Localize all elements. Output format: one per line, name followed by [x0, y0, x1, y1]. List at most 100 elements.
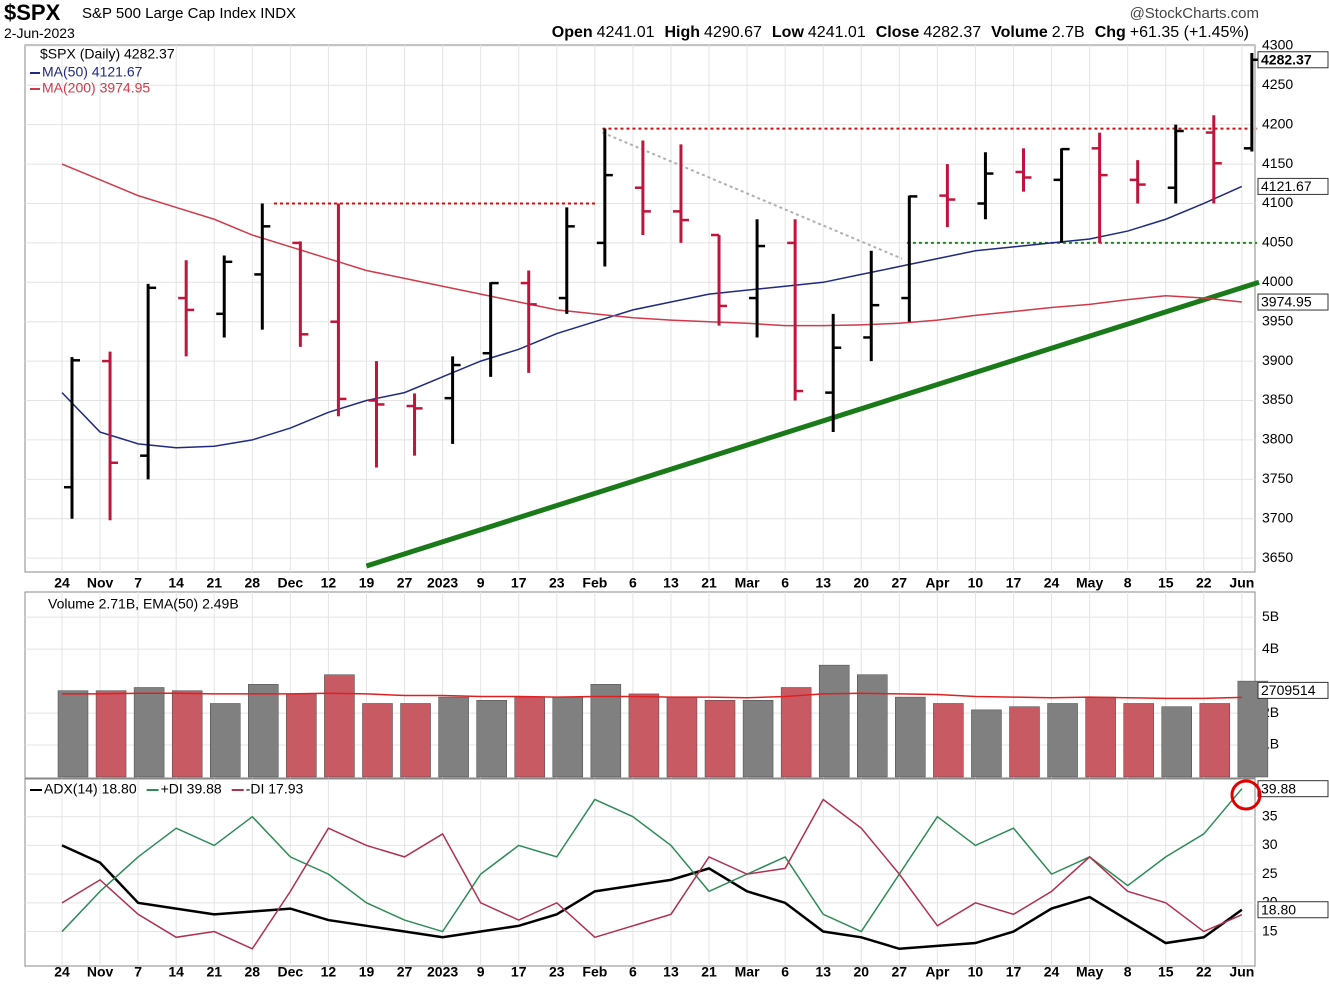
x-tick-label: 24 [54, 575, 70, 591]
x-tick-label: 10 [968, 964, 984, 980]
y-tick-label: 4B [1262, 640, 1279, 656]
volume-bar [857, 674, 888, 778]
x-tick-label: 20 [853, 964, 869, 980]
x-tick-label: 12 [321, 575, 337, 591]
x-tick-label: 13 [815, 575, 831, 591]
x-tick-label: Jun [1229, 575, 1254, 591]
stat-label: Open [551, 24, 593, 41]
x-tick-label: 23 [549, 575, 565, 591]
volume-bar [400, 703, 431, 778]
volume-bar [895, 696, 926, 778]
y-tick-label: 4200 [1262, 115, 1293, 131]
y-tick-label: 4250 [1262, 76, 1293, 92]
series-line [61, 163, 1242, 327]
volume-bar [171, 690, 203, 778]
volume-bar [286, 693, 317, 778]
x-tick-label: Jun [1229, 964, 1254, 980]
x-tick-label: 2023 [427, 964, 458, 980]
x-tick-label: 8 [1124, 575, 1132, 591]
x-tick-label: Feb [582, 964, 607, 980]
value-box [1257, 51, 1329, 69]
x-tick-label: 13 [663, 575, 679, 591]
legend-main: $SPX (Daily) 4282.37 [40, 46, 175, 62]
y-tick-label: 5B [1262, 608, 1279, 624]
x-tick-label: Nov [87, 575, 114, 591]
x-tick-label: 24 [54, 964, 70, 980]
volume-bar [1199, 703, 1231, 778]
volume-bar [818, 664, 850, 778]
x-tick-label: 6 [629, 964, 637, 980]
x-tick-label: 6 [781, 964, 789, 980]
volume-bar [704, 700, 736, 778]
trend-line [602, 131, 903, 260]
value-box-label: 2709514 [1261, 682, 1316, 698]
x-tick-label: Apr [925, 575, 950, 591]
volume-bar [362, 703, 393, 778]
y-tick-label: 4000 [1262, 273, 1293, 289]
volume-bar [209, 703, 241, 778]
x-tick-label: 27 [397, 964, 413, 980]
x-tick-label: May [1076, 964, 1103, 980]
legend-label: MA(50) 4121.67 [42, 64, 143, 80]
y-tick-label: 25 [1262, 865, 1278, 881]
x-tick-label: 13 [663, 964, 679, 980]
x-tick-label: 17 [1006, 575, 1022, 591]
value-box-label: 39.88 [1261, 780, 1296, 796]
x-tick-label: 23 [549, 964, 565, 980]
x-tick-label: 20 [853, 575, 869, 591]
x-tick-label: 2023 [427, 575, 458, 591]
x-tick-label: 9 [477, 575, 485, 591]
stats: Open 4241.01 High 4290.67 Low 4241.01 Close 428… [542, 24, 1249, 42]
index-name: S&P 500 Large Cap Index INDX [82, 5, 296, 22]
symbol: $SPX [4, 0, 61, 25]
volume-bar [1047, 703, 1078, 778]
x-tick-label: May [1076, 575, 1103, 591]
x-tick-label: 24 [1044, 964, 1060, 980]
volume-bar [590, 684, 622, 778]
y-tick-label: 3700 [1262, 509, 1293, 525]
x-tick-label: Dec [278, 575, 304, 591]
y-tick-label: 4300 [1262, 37, 1293, 53]
x-tick-label: Mar [735, 575, 760, 591]
y-tick-label: 3750 [1262, 470, 1293, 486]
x-tick-label: 28 [245, 575, 261, 591]
x-tick-label: 17 [511, 964, 527, 980]
volume-bar [552, 696, 584, 778]
legend-label: ADX(14) 18.80 [44, 781, 137, 797]
volume-bar [438, 696, 469, 778]
x-tick-label: 21 [206, 964, 222, 980]
series-line [62, 692, 1242, 700]
legend-label: +DI 39.88 [161, 781, 222, 797]
y-tick-label: 4100 [1262, 194, 1293, 210]
value-box-label: 18.80 [1261, 901, 1296, 917]
x-tick-label: 27 [892, 575, 908, 591]
x-tick-label: 7 [134, 575, 142, 591]
x-tick-label: Apr [925, 964, 950, 980]
x-tick-label: 27 [892, 964, 908, 980]
x-tick-label: 19 [359, 575, 375, 591]
stat-label: High [664, 24, 701, 41]
y-tick-label: 35 [1262, 807, 1278, 823]
x-tick-label: 24 [1044, 575, 1060, 591]
value-box [1257, 681, 1329, 699]
value-box-label: 3974.95 [1261, 294, 1312, 310]
stat-label: Volume [991, 24, 1048, 41]
x-tick-label: 19 [359, 964, 375, 980]
volume-bar [628, 693, 660, 778]
y-tick-label: 3900 [1262, 352, 1293, 368]
name: S&P 500 Large Cap Index [82, 5, 257, 22]
x-tick-label: 17 [1006, 964, 1022, 980]
volume-bar [133, 687, 165, 778]
x-tick-label: 28 [245, 964, 261, 980]
x-tick-label: Nov [87, 964, 114, 980]
x-tick-label: 21 [701, 575, 717, 591]
stat-value: 4282.37 [923, 24, 982, 41]
x-tick-label: 15 [1158, 575, 1174, 591]
source: @StockCharts.com [1129, 5, 1259, 22]
y-tick-label: 15 [1262, 922, 1278, 938]
volume-bar [324, 674, 355, 778]
x-tick-label: 17 [511, 575, 527, 591]
stat-label: Chg [1094, 24, 1126, 41]
date: 2-Jun-2023 [4, 25, 75, 41]
